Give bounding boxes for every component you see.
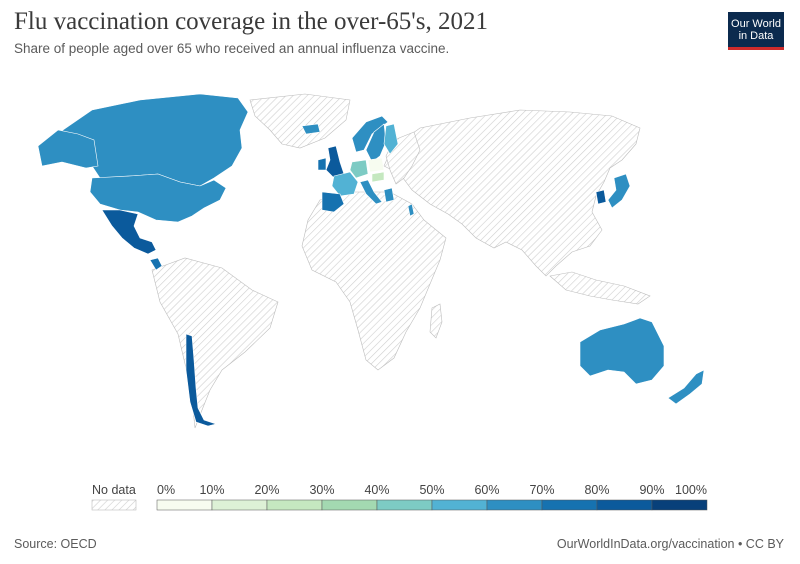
legend-bin[interactable]	[376, 499, 433, 511]
legend-tick-label: 0%	[157, 483, 175, 497]
legend-bin[interactable]	[486, 499, 543, 511]
chart-title: Flu vaccination coverage in the over-65'…	[14, 8, 488, 35]
footer-credit[interactable]: OurWorldInData.org/vaccination • CC BY	[556, 537, 784, 551]
map-region-united-states[interactable]	[89, 173, 227, 223]
legend-bin[interactable]	[541, 499, 598, 511]
legend-tick-label: 70%	[529, 483, 554, 497]
map-region-greece[interactable]	[383, 187, 395, 203]
legend-bin[interactable]	[321, 499, 378, 511]
map-region-france[interactable]	[331, 171, 359, 197]
legend-tick-label: 40%	[364, 483, 389, 497]
legend-bins	[156, 499, 708, 511]
world-map[interactable]	[0, 70, 800, 480]
legend-bin[interactable]	[596, 499, 653, 511]
legend-bin[interactable]	[156, 499, 213, 511]
legend-bin[interactable]	[266, 499, 323, 511]
footer-source: Source: OECD	[14, 537, 97, 551]
map-region-new-zealand[interactable]	[667, 369, 705, 405]
map-region-ireland[interactable]	[317, 157, 327, 171]
map-region-alaska[interactable]	[37, 129, 99, 169]
legend-tick-label: 60%	[474, 483, 499, 497]
legend-tick-label: 50%	[419, 483, 444, 497]
legend-bin[interactable]	[431, 499, 488, 511]
chart-subtitle: Share of people aged over 65 who receive…	[14, 41, 450, 56]
map-region-germany[interactable]	[349, 159, 369, 179]
owid-logo[interactable]: Our World in Data	[728, 12, 784, 50]
legend-svg: No data 0% 10% 20% 30% 40% 50% 60% 70% 80% 90% 100…	[91, 483, 708, 511]
legend-tick-label: 30%	[309, 483, 334, 497]
legend-no-data-label: No data	[92, 483, 136, 497]
legend-ticks: 0% 10% 20% 30% 40% 50% 60% 70% 80% 90% 100%	[157, 483, 707, 497]
logo-line-1: Our World	[731, 17, 781, 30]
map-region-japan[interactable]	[607, 173, 631, 209]
legend-tick-label: 20%	[254, 483, 279, 497]
legend-tick-label: 10%	[199, 483, 224, 497]
map-region-southeast-asia-islands[interactable]	[549, 271, 651, 305]
legend-bin[interactable]	[211, 499, 268, 511]
map-region-finland[interactable]	[383, 123, 399, 155]
map-region-africa[interactable]	[301, 191, 447, 371]
legend-bin[interactable]	[651, 499, 708, 511]
map-region-iceland[interactable]	[301, 123, 321, 135]
legend-tick-label: 80%	[584, 483, 609, 497]
map-region-israel[interactable]	[407, 203, 415, 217]
map-region-asia[interactable]	[383, 109, 641, 277]
map-region-chile[interactable]	[185, 333, 218, 427]
map-region-costa-rica[interactable]	[149, 257, 163, 271]
map-region-madagascar[interactable]	[429, 303, 443, 339]
map-region-united-kingdom[interactable]	[325, 145, 345, 179]
map-region-italy[interactable]	[359, 179, 383, 205]
map-region-mexico[interactable]	[101, 209, 157, 255]
world-map-svg	[37, 93, 705, 429]
map-region-canada[interactable]	[59, 93, 249, 187]
color-legend: No data 0% 10% 20% 30% 40% 50% 60% 70% 80% 90% 100…	[0, 480, 800, 520]
logo-line-2: in Data	[738, 29, 774, 42]
map-region-hungary[interactable]	[371, 171, 385, 183]
map-region-spain[interactable]	[321, 191, 345, 213]
map-region-poland[interactable]	[367, 157, 385, 173]
legend-no-data-swatch	[91, 499, 137, 511]
map-region-australia[interactable]	[579, 317, 665, 385]
map-region-greenland[interactable]	[249, 93, 351, 149]
legend-tick-label: 100%	[675, 483, 707, 497]
map-region-south-america[interactable]	[151, 257, 279, 429]
legend-tick-label: 90%	[639, 483, 664, 497]
map-region-south-korea[interactable]	[595, 189, 607, 205]
